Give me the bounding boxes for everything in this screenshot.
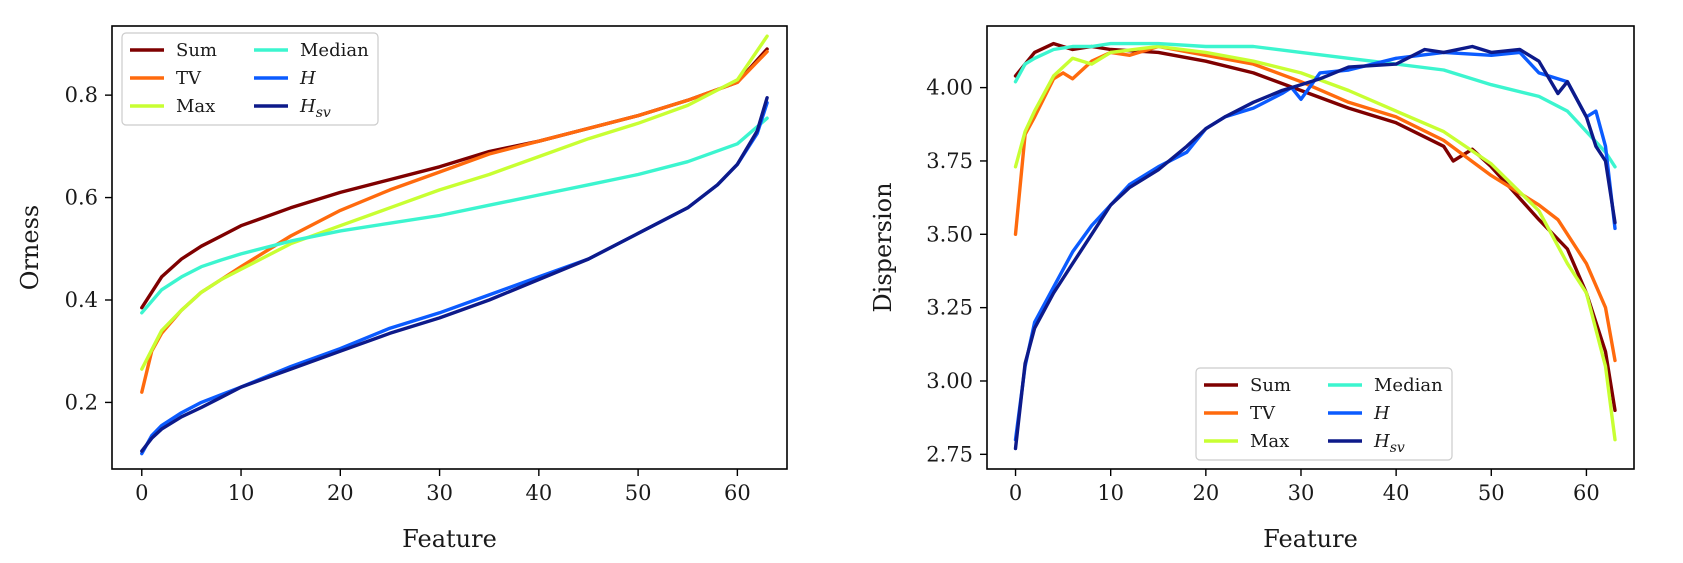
legend-box	[121, 32, 379, 126]
series-line-sum	[1013, 41, 1617, 412]
y-tick-label: 0.4	[65, 288, 98, 312]
series-line-median	[1013, 41, 1617, 169]
legend: Sum TV Max Median H Hsv	[1195, 367, 1453, 461]
legend-label: Median	[1374, 375, 1443, 396]
x-tick-label: 10	[228, 481, 255, 505]
y-tick-label: 3.00	[926, 369, 973, 393]
legend-label: Hsv	[299, 96, 331, 121]
x-tick-label: 50	[1478, 481, 1505, 505]
x-tick-label: 50	[625, 481, 652, 505]
legend-label: TV	[176, 68, 202, 89]
x-tick-label: 30	[426, 481, 453, 505]
x-tick-label: 60	[724, 481, 751, 505]
legend-label: TV	[1250, 403, 1276, 424]
y-axis-label: Dispersion	[869, 182, 897, 312]
series-line-h	[140, 101, 769, 456]
y-tick-label: 3.25	[926, 296, 973, 320]
chart-2: 0 10 20 30 40 50 60 2.75 3.00 3.25 3.50 3.75 4.00 Fea…	[869, 25, 1635, 553]
plot-frame	[111, 25, 788, 470]
plot-frame	[986, 25, 1635, 470]
x-tick-label: 30	[1288, 481, 1315, 505]
legend-label: Hsv	[1373, 431, 1405, 456]
legend: Sum TV Max Median H Hsv	[121, 32, 379, 126]
y-tick-label: 0.2	[65, 390, 98, 414]
x-axis-label: Feature	[1263, 525, 1358, 553]
y-tick-label: 4.00	[926, 76, 973, 100]
x-tick-label: 60	[1573, 481, 1600, 505]
series-line-h-sv	[140, 95, 769, 453]
series-line-h-sv	[1013, 44, 1617, 451]
y-tick-label: 3.50	[926, 222, 973, 246]
y-tick-label: 3.75	[926, 149, 973, 173]
legend-label: Max	[176, 96, 215, 117]
y-tick-label: 2.75	[926, 442, 973, 466]
y-axis-label: Orness	[16, 205, 44, 290]
x-axis-label: Feature	[402, 525, 497, 553]
series-line-max	[1013, 44, 1617, 442]
series-line-median	[140, 116, 769, 315]
series-line-max	[140, 34, 769, 371]
x-tick-label: 0	[1009, 481, 1022, 505]
x-tick-label: 20	[327, 481, 354, 505]
legend-label: H	[299, 68, 316, 89]
x-tick-label: 40	[1383, 481, 1410, 505]
series-line-tv	[1013, 44, 1617, 363]
legend-label: Max	[1250, 431, 1289, 452]
x-tick-label: 40	[525, 481, 552, 505]
y-tick-label: 0.8	[65, 83, 98, 107]
legend-label: Median	[300, 40, 369, 61]
chart-1: 0 10 20 30 40 50 60 0.2 0.4 0.6 0.8 Feature Orness Su…	[16, 25, 788, 553]
legend-box	[1195, 367, 1453, 461]
legend-label: Sum	[1250, 375, 1291, 396]
legend-label: Sum	[176, 40, 217, 61]
x-tick-label: 20	[1192, 481, 1219, 505]
x-tick-label: 0	[135, 481, 148, 505]
y-tick-label: 0.6	[65, 186, 98, 210]
x-tick-label: 10	[1097, 481, 1124, 505]
legend-label: H	[1373, 403, 1390, 424]
